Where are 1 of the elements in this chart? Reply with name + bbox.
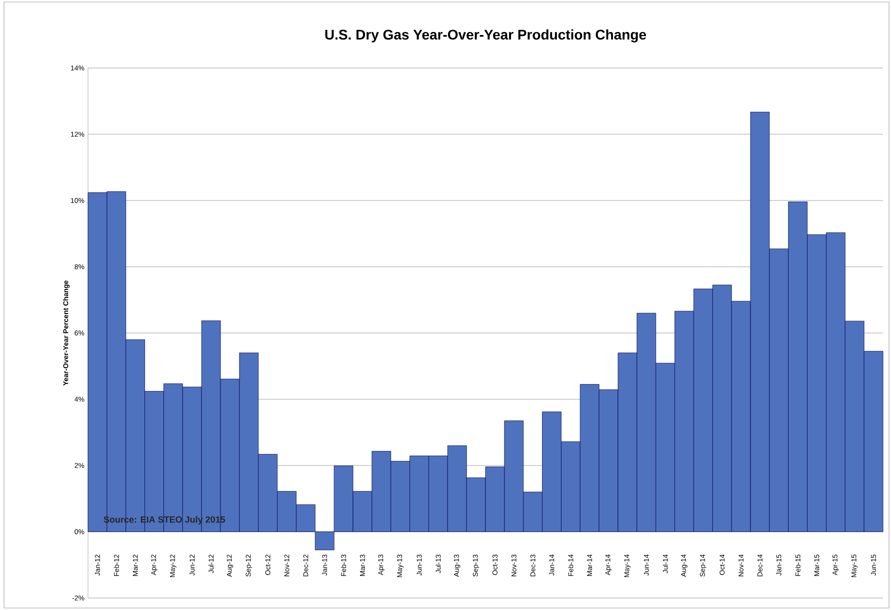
- chart-title: U.S. Dry Gas Year-Over-Year Production Change: [325, 29, 646, 42]
